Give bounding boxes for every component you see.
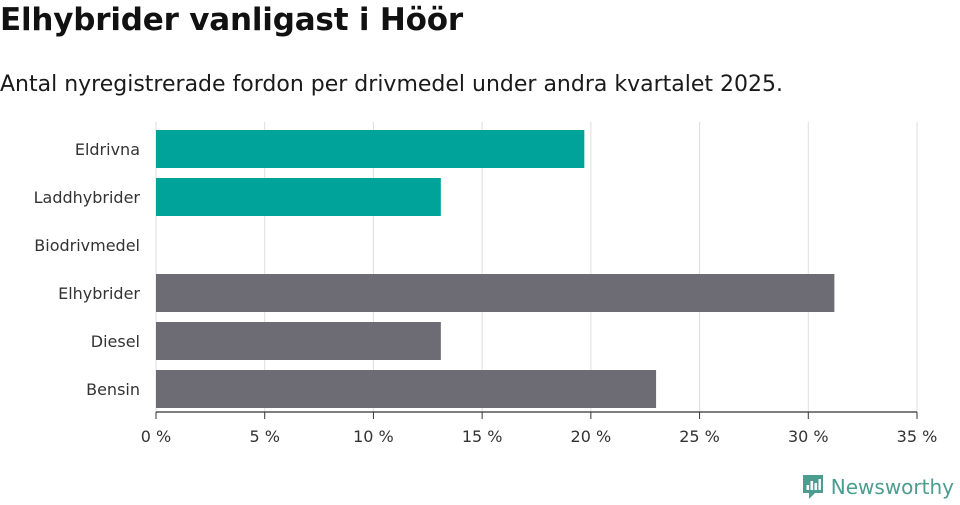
x-tick-label: 10 % <box>353 427 394 446</box>
bar-bensin <box>156 370 657 408</box>
bar-eldrivna <box>156 130 585 168</box>
bar-diesel <box>156 322 441 360</box>
x-axis: 0 % 5 % 10 % 15 % 20 % 25 % 30 % 35 % <box>141 411 938 446</box>
x-tick-label: 25 % <box>679 427 720 446</box>
chart-title: Elhybrider vanligast i Höör <box>0 2 463 38</box>
category-label: Bensin <box>86 380 140 399</box>
bar-elhybrider <box>156 274 835 312</box>
gridlines <box>155 122 918 412</box>
bar-chart-logo-icon <box>802 475 823 499</box>
category-label: Biodrivmedel <box>34 236 140 255</box>
category-label: Elhybrider <box>58 284 140 303</box>
category-label: Diesel <box>91 332 140 351</box>
x-tick-label: 15 % <box>462 427 503 446</box>
x-tick-label: 35 % <box>897 427 938 446</box>
x-tick-label: 30 % <box>788 427 829 446</box>
category-label: Eldrivna <box>75 140 140 159</box>
brand[interactable]: Newsworthy <box>801 474 954 500</box>
x-tick-label: 0 % <box>141 427 171 446</box>
x-tick-label: 5 % <box>249 427 279 446</box>
category-labels: Eldrivna Laddhybrider Biodrivmedel Elhybrid… <box>34 140 141 399</box>
brand-name: Newsworthy <box>830 475 954 499</box>
chart-subtitle: Antal nyregistrerade fordon per drivmede… <box>0 72 783 97</box>
x-tick-label: 20 % <box>571 427 612 446</box>
bar-laddhybrider <box>156 178 441 216</box>
category-label: Laddhybrider <box>34 188 141 207</box>
bars <box>156 130 835 408</box>
